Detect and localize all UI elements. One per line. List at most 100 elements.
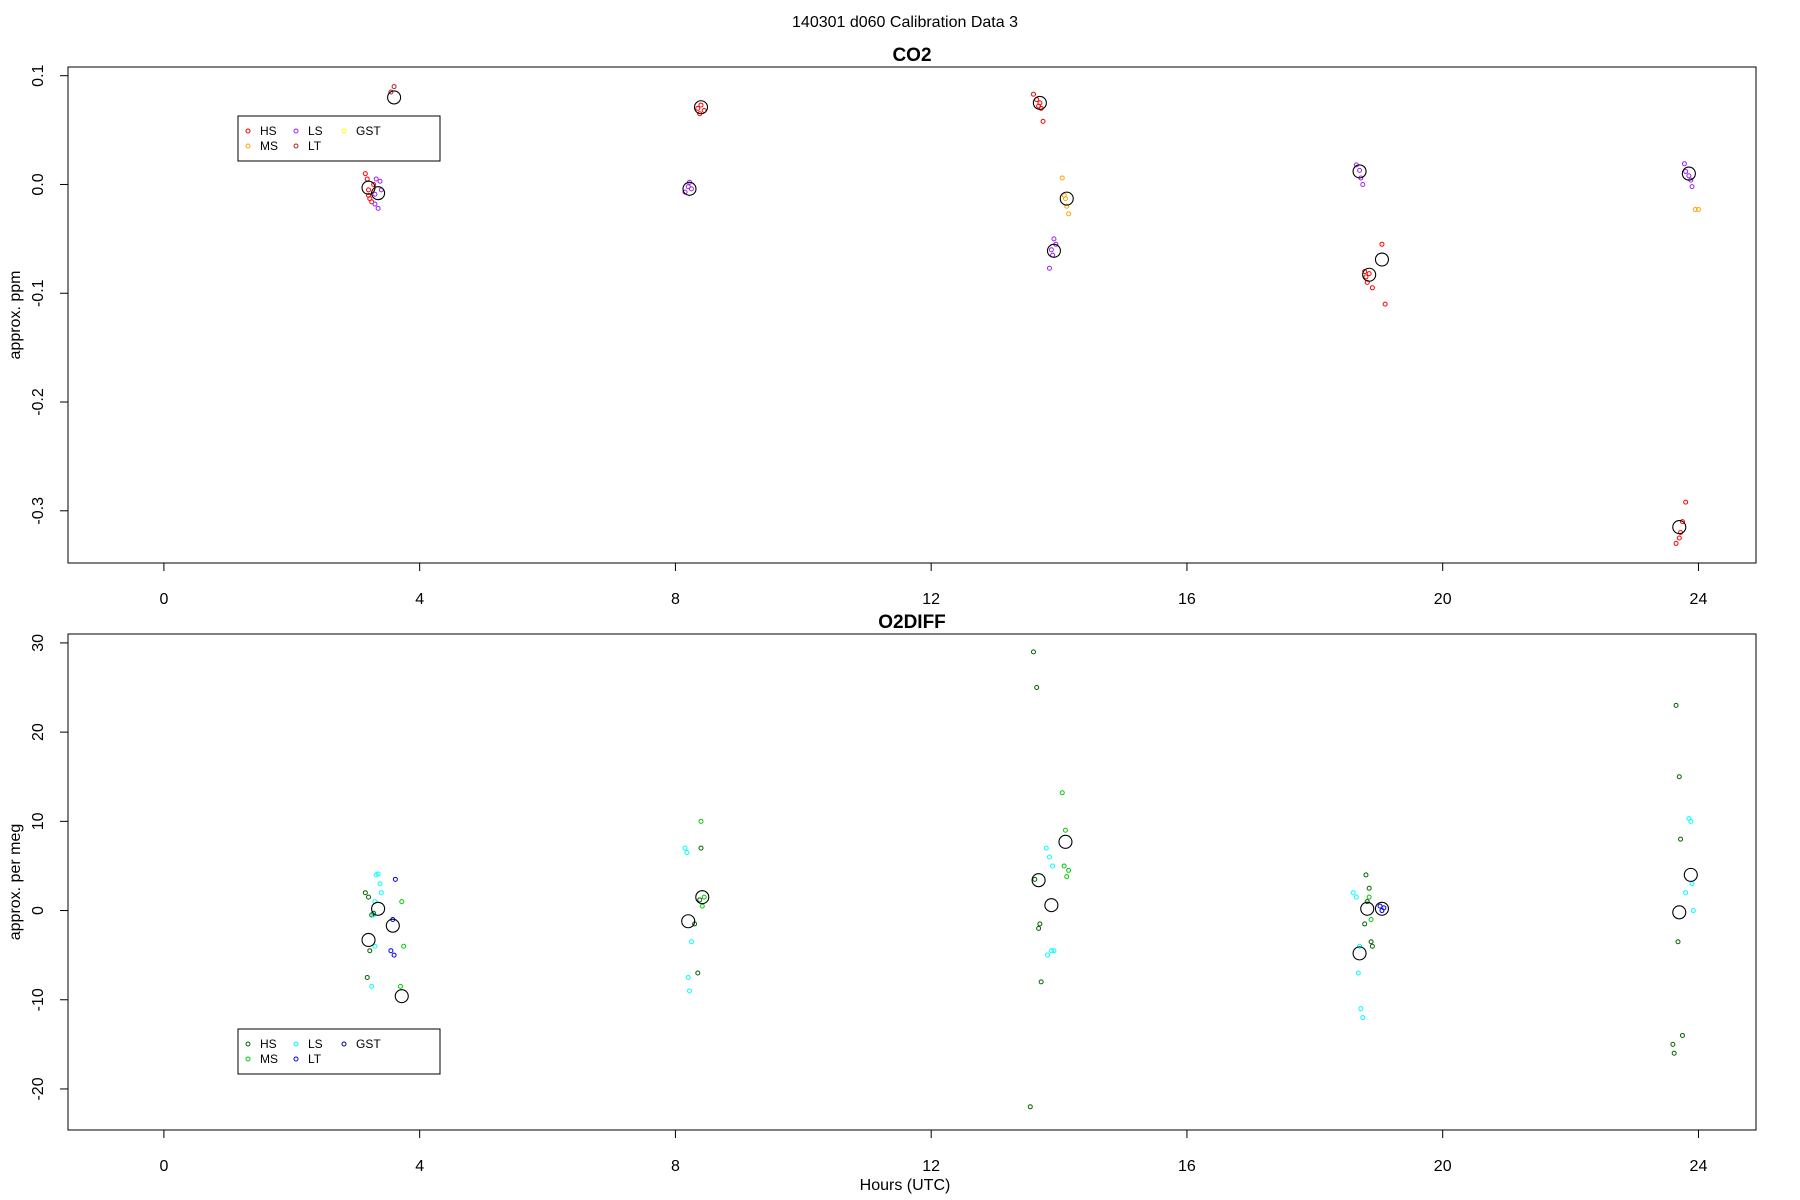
data-point bbox=[1695, 206, 1701, 212]
x-tick-label: 20 bbox=[1434, 591, 1452, 608]
data-point bbox=[1692, 206, 1698, 212]
legend-label: LS bbox=[308, 124, 323, 138]
mean-point bbox=[1031, 873, 1046, 888]
panel-title: O2DIFF bbox=[878, 612, 946, 633]
y-tick-label: -0.1 bbox=[30, 279, 47, 307]
data-point bbox=[391, 952, 397, 958]
mean-point bbox=[371, 901, 386, 916]
data-point bbox=[1673, 540, 1679, 546]
legend-marker bbox=[341, 1041, 347, 1047]
y-tick-label: 0.0 bbox=[30, 173, 47, 195]
data-point bbox=[1675, 939, 1681, 945]
data-point bbox=[1066, 211, 1072, 217]
mean-point bbox=[693, 100, 709, 115]
y-tick-label: -10 bbox=[30, 988, 47, 1011]
data-point bbox=[1358, 1006, 1364, 1012]
data-point bbox=[399, 899, 405, 905]
x-tick-label: 4 bbox=[415, 1158, 424, 1175]
data-point bbox=[371, 181, 377, 187]
legend-label: LT bbox=[308, 1052, 322, 1066]
legend-marker bbox=[245, 143, 251, 149]
legend-label: GST bbox=[356, 1037, 381, 1051]
data-point bbox=[1381, 905, 1387, 911]
x-tick-label: 8 bbox=[671, 1158, 680, 1175]
legend-marker bbox=[293, 128, 299, 134]
data-point bbox=[1678, 836, 1684, 842]
legend-marker bbox=[293, 1056, 299, 1062]
x-axis-label: Hours (UTC) bbox=[860, 1177, 951, 1194]
data-point bbox=[1364, 279, 1370, 285]
data-point bbox=[685, 974, 691, 980]
data-point bbox=[378, 890, 384, 896]
data-point bbox=[1040, 118, 1046, 124]
panel-o2diff: O2DIFF 0 4 8 12 16 20 24 -20 -10 0 10 20 30 approx. pe… bbox=[7, 612, 1757, 1175]
data-point bbox=[1360, 1015, 1366, 1021]
data-point bbox=[1043, 845, 1049, 851]
data-point bbox=[1048, 948, 1054, 954]
legend-marker bbox=[341, 128, 347, 134]
data-point bbox=[1357, 943, 1363, 949]
data-point bbox=[1362, 921, 1368, 927]
data-point bbox=[366, 894, 372, 900]
data-point bbox=[1369, 943, 1375, 949]
mean-point bbox=[681, 914, 696, 929]
legend-label: GST bbox=[356, 124, 381, 138]
series-ms bbox=[397, 790, 1374, 989]
data-point bbox=[1061, 192, 1067, 198]
data-point bbox=[1673, 702, 1679, 708]
data-point bbox=[373, 176, 379, 182]
data-point bbox=[1360, 181, 1366, 187]
data-point bbox=[1046, 854, 1052, 860]
mean-point bbox=[1681, 166, 1696, 181]
mean-point bbox=[1672, 520, 1687, 535]
x-tick-label: 12 bbox=[922, 1158, 940, 1175]
data-point bbox=[1686, 173, 1692, 179]
data-point bbox=[388, 948, 394, 954]
data-point bbox=[372, 191, 378, 197]
y-axis-label: approx. ppm bbox=[7, 271, 24, 360]
data-point bbox=[377, 881, 383, 887]
data-point bbox=[695, 970, 701, 976]
data-point bbox=[375, 205, 381, 211]
mean-point bbox=[1360, 901, 1375, 916]
mean-point bbox=[1058, 834, 1073, 849]
data-point bbox=[1030, 91, 1036, 97]
series-ls bbox=[372, 161, 1695, 271]
data-point bbox=[366, 187, 372, 193]
data-point bbox=[701, 894, 707, 900]
data-point bbox=[401, 943, 407, 949]
data-point bbox=[1059, 175, 1065, 181]
data-point bbox=[369, 983, 375, 989]
legend-marker bbox=[245, 1056, 251, 1062]
data-point bbox=[1366, 271, 1372, 277]
data-point bbox=[1038, 979, 1044, 985]
y-tick-label: -0.2 bbox=[30, 388, 47, 416]
data-point bbox=[1683, 499, 1689, 505]
x-tick-label: 16 bbox=[1178, 1158, 1196, 1175]
data-point bbox=[688, 939, 694, 945]
mean-point bbox=[1044, 898, 1059, 913]
legend-label: LT bbox=[308, 139, 322, 153]
data-point bbox=[695, 105, 701, 111]
y-tick-label: 20 bbox=[30, 723, 47, 741]
y-tick-label: -20 bbox=[30, 1077, 47, 1100]
data-point bbox=[698, 818, 704, 824]
data-point bbox=[1366, 894, 1372, 900]
data-point bbox=[1679, 519, 1685, 525]
data-point bbox=[1062, 827, 1068, 833]
data-point bbox=[1366, 885, 1372, 891]
data-point bbox=[397, 983, 403, 989]
series-mean bbox=[361, 90, 1696, 535]
data-point bbox=[1350, 890, 1356, 896]
mean-point bbox=[387, 90, 402, 105]
mean-point bbox=[695, 890, 710, 905]
data-point bbox=[697, 897, 703, 903]
legend-marker bbox=[245, 1041, 251, 1047]
data-point bbox=[686, 988, 692, 994]
data-point bbox=[1036, 925, 1042, 931]
legend-label: HS bbox=[260, 1037, 277, 1051]
data-point bbox=[1368, 939, 1374, 945]
series-mean bbox=[361, 834, 1698, 1004]
data-point bbox=[1689, 881, 1695, 887]
